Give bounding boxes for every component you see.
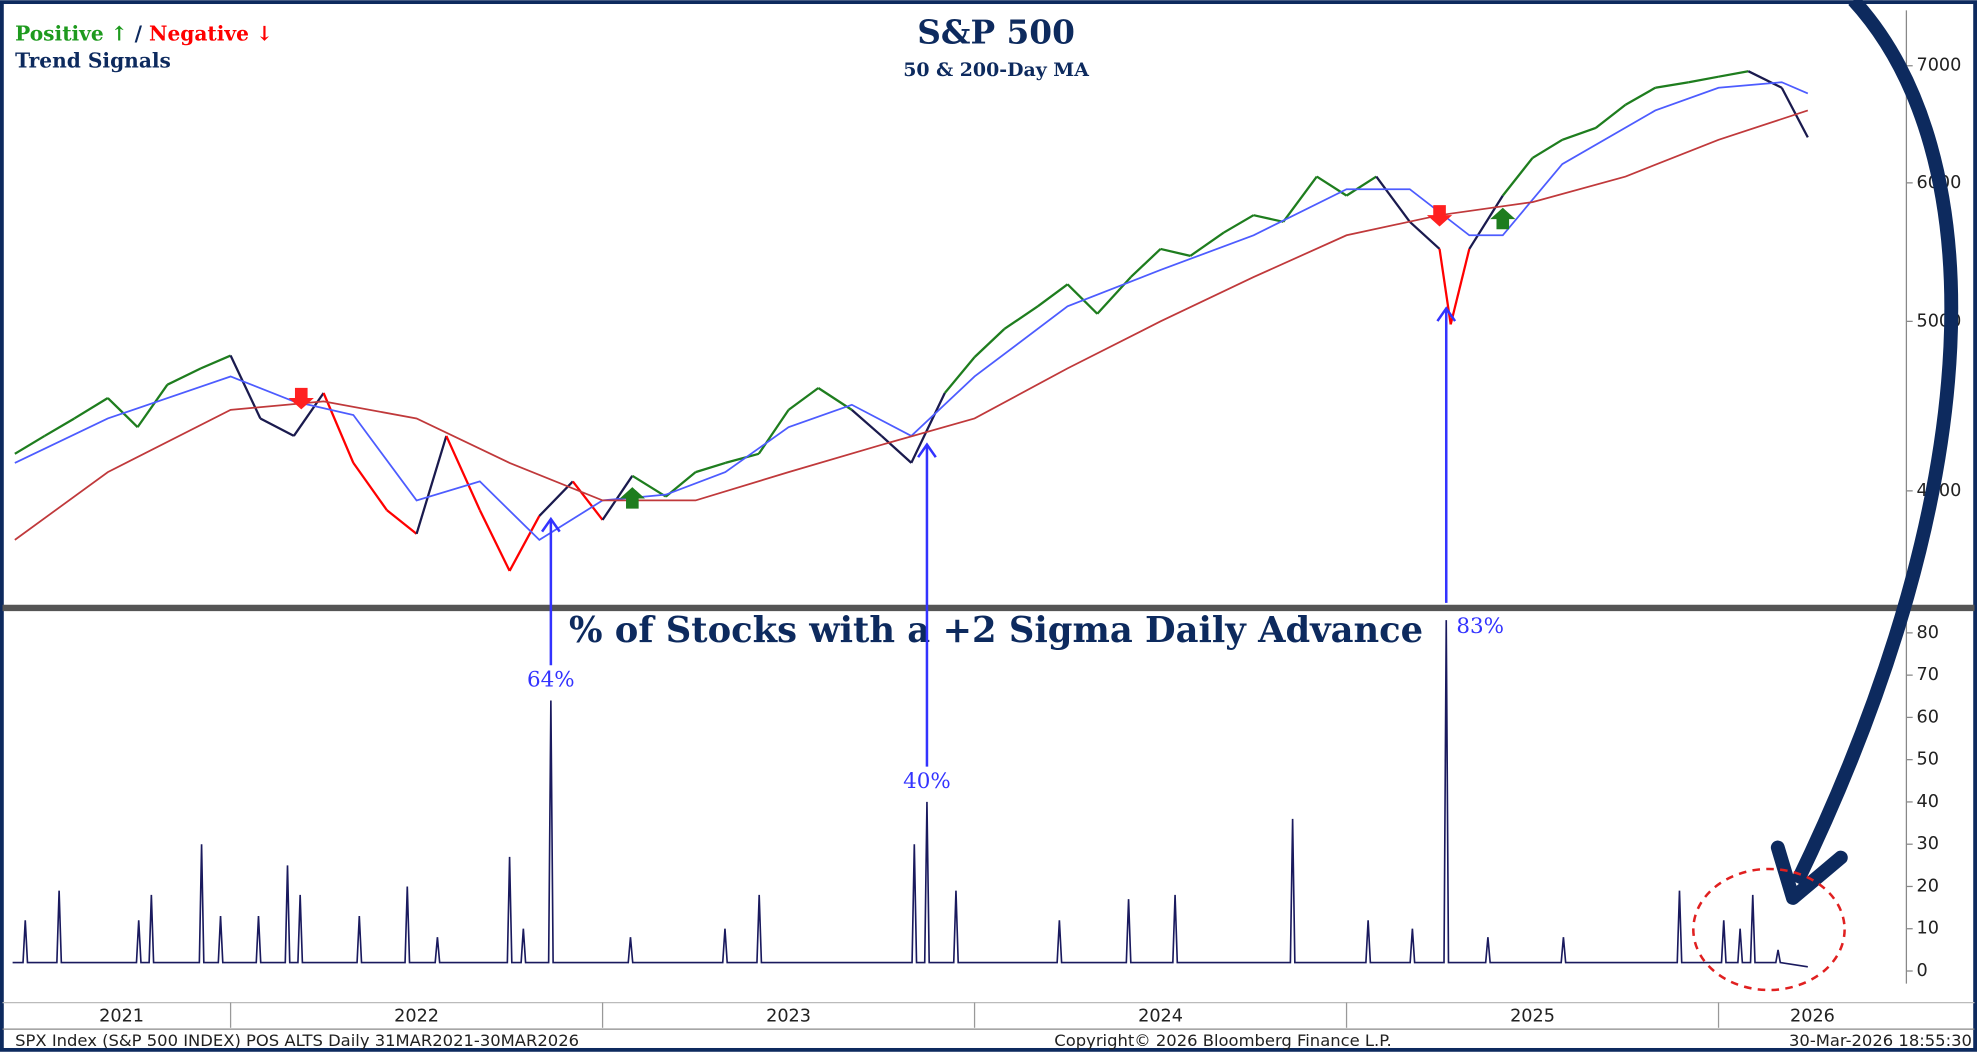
price-segment: [1780, 87, 1809, 138]
emphasis-arrowhead: [1770, 840, 1848, 905]
price-segment: [1189, 231, 1225, 257]
price-segment: [1003, 305, 1039, 330]
price-segment: [352, 462, 388, 511]
price-segment: [1345, 175, 1377, 197]
price-segment: [601, 475, 634, 521]
x-tick-label: 2023: [766, 1006, 811, 1026]
annotation-label: 64%: [527, 667, 575, 692]
annotation-arrowhead: [917, 442, 937, 458]
x-tick-label: 2026: [1790, 1006, 1835, 1026]
price-segment: [14, 434, 46, 455]
chart-title: S&P 500: [917, 12, 1075, 51]
y-tick-label: 30: [1916, 834, 1938, 854]
y-tick-label: 40: [1916, 792, 1938, 812]
footer-center: Copyright© 2026 Bloomberg Finance L.P.: [1054, 1031, 1391, 1050]
price-segment: [478, 509, 511, 572]
price-segment: [259, 417, 295, 437]
y-tick-label: 0: [1916, 961, 1927, 981]
footer-right: 30-Mar-2026 18:55:30: [1789, 1031, 1972, 1050]
legend-separator: /: [128, 21, 149, 45]
price-segment: [1066, 283, 1099, 315]
price-segment: [973, 328, 1006, 358]
price-segment: [445, 435, 481, 511]
price-segment: [73, 397, 109, 420]
annotation-arrowhead: [1436, 306, 1457, 322]
price-segment: [787, 387, 820, 411]
price-segment: [1595, 103, 1627, 129]
price-segment: [1747, 70, 1783, 89]
price-segment: [508, 515, 541, 572]
y-tick-label: 80: [1916, 623, 1938, 643]
price-segment: [1561, 126, 1597, 141]
y-tick-label: 10: [1916, 919, 1938, 939]
price-segment: [386, 509, 418, 535]
price-segment: [631, 474, 667, 498]
price-segment: [1130, 248, 1162, 278]
footer-left: SPX Index (S&P 500 INDEX) POS ALTS Daily…: [15, 1031, 579, 1050]
price-segment: [1501, 157, 1534, 197]
signal-arrow: [1490, 207, 1516, 230]
price-segment: [851, 409, 883, 437]
price-segment: [1624, 86, 1656, 106]
price-segment: [136, 384, 169, 428]
price-segment: [1688, 75, 1719, 84]
x-tick-label: 2021: [99, 1006, 144, 1026]
panel-title: % of Stocks with a +2 Sigma Daily Advanc…: [569, 610, 1423, 651]
emphasis-arrow: [1790, 0, 1959, 886]
price-segment: [1718, 70, 1749, 78]
price-segment: [910, 392, 946, 464]
x-tick-label: 2024: [1138, 1006, 1183, 1026]
price-segment: [200, 354, 232, 370]
legend-positive: Positive ↑: [15, 21, 127, 45]
price-segment: [725, 452, 760, 464]
y-tick-label: 50: [1916, 750, 1938, 770]
y-tick-label: 70: [1916, 665, 1938, 685]
price-segment: [571, 480, 604, 521]
price-segment: [1375, 175, 1411, 223]
price-segment: [1282, 175, 1318, 223]
price-segment: [1223, 214, 1255, 234]
price-segment: [880, 435, 913, 464]
price-segment: [538, 480, 574, 517]
price-segment: [1655, 81, 1689, 89]
legend-caption: Trend Signals: [15, 49, 171, 73]
price-segment: [44, 417, 75, 437]
annotation-arrowhead: [541, 516, 561, 533]
y-tick-label: 7000: [1916, 56, 1961, 76]
signal-arrow: [1426, 205, 1453, 227]
price-segment: [1253, 214, 1284, 223]
x-tick-label: 2022: [394, 1006, 439, 1026]
x-tick-label: 2025: [1510, 1006, 1555, 1026]
annotation-label: 40%: [903, 769, 951, 794]
y-tick-label: 60: [1916, 707, 1938, 727]
signal-arrow: [619, 487, 645, 509]
price-segment: [757, 409, 790, 455]
moving-average: [14, 109, 1809, 541]
price-segment: [415, 435, 448, 535]
percent-line: [12, 620, 1808, 968]
price-segment: [1468, 195, 1504, 250]
price-segment: [1409, 220, 1441, 250]
price-segment: [1449, 248, 1471, 325]
price-segment: [322, 392, 355, 464]
price-segment: [695, 461, 726, 474]
price-segment: [1531, 138, 1563, 159]
price-segment: [292, 392, 325, 437]
highlight-circle: [1692, 867, 1846, 992]
legend-negative: Negative ↓: [149, 21, 273, 45]
y-tick-label: 20: [1916, 876, 1938, 896]
annotation-label: 83%: [1456, 614, 1504, 639]
legend: Positive ↑ / Negative ↓: [15, 21, 273, 45]
price-segment: [166, 367, 202, 386]
price-segment: [1037, 283, 1069, 308]
price-segment: [1160, 247, 1191, 257]
chart-subtitle: 50 & 200-Day MA: [903, 59, 1089, 81]
price-segment: [943, 356, 976, 394]
